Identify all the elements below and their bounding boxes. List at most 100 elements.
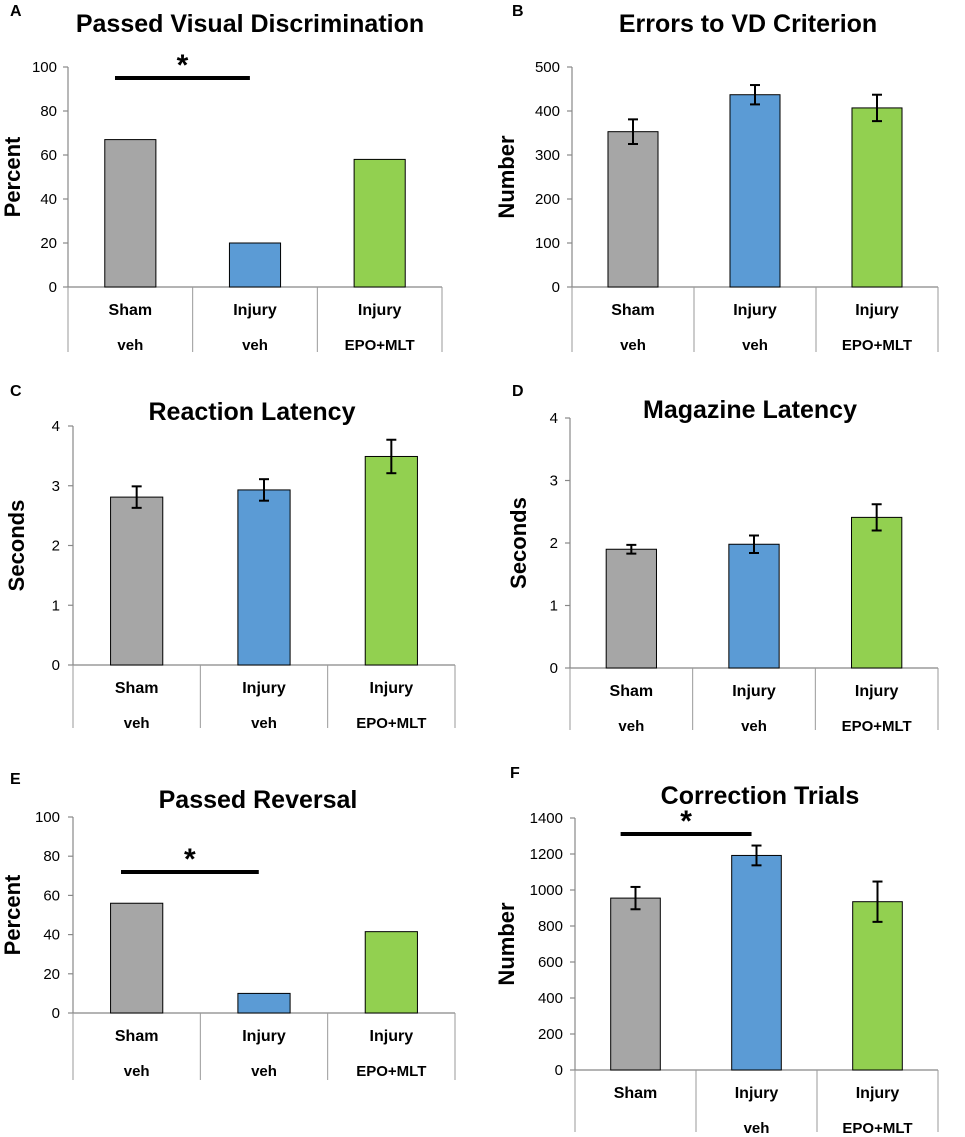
bar-c-3 xyxy=(364,455,418,666)
chart-title-d: Magazine Latency xyxy=(643,396,857,424)
category-sublabel-a: EPO+MLT xyxy=(345,337,415,354)
bar-d-3 xyxy=(851,516,903,669)
category-sublabel-f: EPO+MLT xyxy=(842,1120,912,1137)
bar-e-1 xyxy=(110,902,164,1014)
chart-title-e: Passed Reversal xyxy=(159,786,358,814)
y-tick-label-e: 80 xyxy=(43,848,60,865)
y-tick-label-b: 100 xyxy=(535,235,560,252)
category-label-f: Sham xyxy=(614,1085,658,1102)
category-label-c: Sham xyxy=(115,680,159,697)
y-axis-label-d: Seconds xyxy=(506,497,531,589)
chart-title-f: Correction Trials xyxy=(661,782,860,810)
significance-star-e: * xyxy=(184,843,196,876)
y-tick-label-d: 1 xyxy=(550,598,558,615)
category-sublabel-d: EPO+MLT xyxy=(842,718,912,735)
category-label-c: Injury xyxy=(370,680,414,697)
bar-a-1 xyxy=(104,139,157,288)
y-tick-label-f: 800 xyxy=(538,918,563,935)
bar-f-1 xyxy=(610,897,661,1071)
y-tick-label-e: 60 xyxy=(43,887,60,904)
panel-label-d: D xyxy=(512,383,524,400)
category-sublabel-c: veh xyxy=(124,715,150,732)
y-tick-label-f: 1200 xyxy=(530,846,563,863)
bar-f-3 xyxy=(852,901,903,1071)
category-label-d: Injury xyxy=(732,683,776,700)
y-tick-label-a: 0 xyxy=(49,279,57,296)
y-axis-label-f: Number xyxy=(494,902,519,986)
y-tick-label-b: 400 xyxy=(535,103,560,120)
category-sublabel-a: veh xyxy=(242,337,268,354)
y-tick-label-d: 3 xyxy=(550,473,558,490)
y-tick-label-c: 4 xyxy=(52,418,60,435)
bar-c-1 xyxy=(110,496,164,666)
y-tick-label-c: 2 xyxy=(52,538,60,555)
bar-f-2 xyxy=(731,854,782,1071)
y-tick-label-e: 0 xyxy=(52,1005,60,1022)
category-label-d: Injury xyxy=(855,683,899,700)
category-label-a: Sham xyxy=(109,302,153,319)
y-tick-label-c: 0 xyxy=(52,657,60,674)
y-tick-label-b: 0 xyxy=(552,279,560,296)
category-label-d: Sham xyxy=(610,683,654,700)
bar-d-2 xyxy=(728,543,780,669)
category-sublabel-e: veh xyxy=(124,1063,150,1080)
y-tick-label-a: 40 xyxy=(40,191,57,208)
y-tick-label-c: 3 xyxy=(52,478,60,495)
y-tick-label-d: 2 xyxy=(550,535,558,552)
category-label-f: Injury xyxy=(856,1085,900,1102)
y-tick-label-c: 1 xyxy=(52,597,60,614)
panel-label-a: A xyxy=(10,3,22,20)
bar-e-2 xyxy=(237,992,291,1014)
bar-d-1 xyxy=(605,548,657,669)
y-tick-label-e: 20 xyxy=(43,966,60,983)
category-label-b: Sham xyxy=(611,302,655,319)
category-sublabel-d: veh xyxy=(618,718,644,735)
y-tick-label-b: 500 xyxy=(535,59,560,76)
y-tick-label-a: 100 xyxy=(32,59,57,76)
bar-e-3 xyxy=(364,931,418,1014)
category-sublabel-a: veh xyxy=(117,337,143,354)
y-tick-label-b: 200 xyxy=(535,191,560,208)
y-axis-label-e: Percent xyxy=(0,874,25,955)
y-tick-label-d: 4 xyxy=(550,410,558,427)
category-sublabel-f: veh xyxy=(744,1120,770,1137)
y-tick-label-b: 300 xyxy=(535,147,560,164)
category-sublabel-c: EPO+MLT xyxy=(356,715,426,732)
y-tick-label-f: 0 xyxy=(555,1062,563,1079)
category-sublabel-e: veh xyxy=(251,1063,277,1080)
y-tick-label-a: 60 xyxy=(40,147,57,164)
y-tick-label-a: 80 xyxy=(40,103,57,120)
y-tick-label-f: 400 xyxy=(538,990,563,1007)
bar-a-3 xyxy=(353,158,406,288)
category-sublabel-c: veh xyxy=(251,715,277,732)
category-label-b: Injury xyxy=(855,302,899,319)
y-tick-label-f: 600 xyxy=(538,954,563,971)
panel-label-e: E xyxy=(10,771,21,788)
category-label-a: Injury xyxy=(358,302,402,319)
significance-star-f: * xyxy=(680,805,692,838)
category-label-e: Sham xyxy=(115,1028,159,1045)
y-tick-label-f: 200 xyxy=(538,1026,563,1043)
panel-label-f: F xyxy=(510,765,520,782)
category-sublabel-d: veh xyxy=(741,718,767,735)
category-sublabel-b: veh xyxy=(742,337,768,354)
category-label-e: Injury xyxy=(370,1028,414,1045)
chart-title-b: Errors to VD Criterion xyxy=(619,10,877,38)
y-tick-label-e: 40 xyxy=(43,927,60,944)
category-label-c: Injury xyxy=(242,680,286,697)
bar-b-1 xyxy=(607,131,659,288)
chart-title-a: Passed Visual Discrimination xyxy=(76,10,424,38)
y-tick-label-e: 100 xyxy=(35,809,60,826)
y-tick-label-f: 1000 xyxy=(530,882,563,899)
y-tick-label-a: 20 xyxy=(40,235,57,252)
category-label-b: Injury xyxy=(733,302,777,319)
panel-label-b: B xyxy=(512,3,524,20)
bar-a-2 xyxy=(228,242,282,288)
y-axis-label-b: Number xyxy=(494,135,519,219)
y-tick-label-d: 0 xyxy=(550,660,558,677)
y-tick-label-f: 1400 xyxy=(530,810,563,827)
bar-b-3 xyxy=(851,107,903,288)
y-axis-label-c: Seconds xyxy=(4,500,29,592)
category-sublabel-e: EPO+MLT xyxy=(356,1063,426,1080)
category-label-f: Injury xyxy=(735,1085,779,1102)
